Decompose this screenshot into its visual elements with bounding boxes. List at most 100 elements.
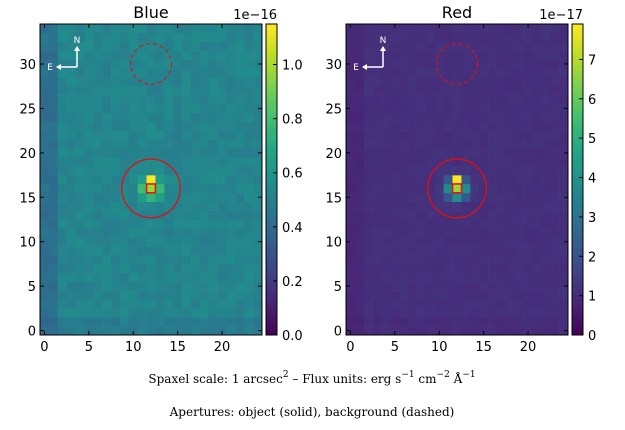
spaxel — [137, 59, 147, 69]
spaxel — [217, 219, 227, 229]
spaxel — [155, 24, 165, 34]
spaxel — [532, 299, 542, 309]
spaxel — [496, 130, 507, 140]
spaxel — [523, 183, 533, 194]
spaxel — [146, 255, 156, 265]
spaxel — [390, 237, 400, 247]
spaxel — [381, 317, 391, 327]
spaxel — [244, 86, 254, 96]
spaxel — [253, 68, 263, 78]
spaxel — [119, 77, 130, 87]
spaxel — [425, 263, 436, 274]
spaxel — [102, 103, 112, 114]
spaxel — [57, 290, 67, 300]
spaxel — [505, 201, 516, 211]
spaxel — [111, 157, 121, 167]
spaxel — [363, 121, 373, 131]
x-tick-label: 15 — [475, 340, 492, 355]
spaxel — [479, 41, 489, 51]
spaxel — [199, 237, 210, 247]
spaxel — [111, 201, 121, 211]
spaxel — [146, 237, 156, 247]
spaxel — [57, 219, 67, 229]
spaxel — [425, 317, 436, 327]
spaxel — [244, 112, 254, 123]
spaxel — [390, 130, 400, 140]
spaxel — [48, 112, 59, 123]
spaxel — [425, 228, 436, 238]
spaxel — [372, 237, 382, 247]
spaxel — [75, 148, 85, 158]
spaxel — [155, 50, 165, 60]
colorbar-segment — [572, 205, 583, 211]
spaxel — [496, 68, 507, 78]
spaxel — [66, 281, 76, 291]
colorbar-segment — [572, 106, 583, 113]
spaxel — [532, 50, 542, 60]
spaxel — [434, 175, 444, 185]
spaxel — [550, 77, 560, 87]
spaxel — [443, 24, 453, 34]
spaxel — [443, 192, 453, 203]
spaxel — [417, 157, 427, 167]
spaxel — [399, 192, 409, 203]
spaxel — [111, 290, 121, 300]
spaxel — [75, 50, 85, 60]
colorbar-segment — [572, 262, 583, 269]
spaxel — [190, 95, 201, 105]
object-aperture — [427, 158, 487, 219]
spaxel — [111, 166, 121, 176]
spaxel — [470, 166, 480, 176]
spaxel — [40, 41, 50, 51]
spaxel — [346, 50, 356, 60]
spaxel — [128, 139, 138, 149]
colorbar-segment — [266, 49, 277, 56]
spaxel — [75, 139, 85, 149]
spaxel — [461, 68, 471, 78]
spaxel — [66, 219, 76, 229]
spaxel — [354, 166, 365, 176]
spaxel — [550, 50, 560, 60]
spaxel — [470, 77, 480, 87]
spaxel — [111, 183, 121, 194]
colorbar-tick-label: 2 — [588, 250, 596, 265]
spaxel — [408, 308, 418, 318]
spaxel — [155, 326, 165, 336]
spaxel — [381, 263, 391, 274]
spaxel — [40, 228, 50, 238]
spaxel — [443, 121, 453, 131]
spaxel — [372, 32, 382, 43]
colorbar-segment — [266, 205, 277, 211]
spaxel — [57, 246, 67, 256]
spaxel — [93, 210, 103, 220]
spaxel — [505, 68, 516, 78]
spaxel — [182, 24, 192, 34]
spaxel — [253, 210, 263, 220]
spaxel — [532, 210, 542, 220]
spaxel — [155, 112, 165, 123]
spaxel — [417, 183, 427, 194]
spaxel — [119, 326, 130, 336]
spaxel — [111, 175, 121, 185]
spaxel — [226, 103, 236, 114]
spaxel — [408, 175, 418, 185]
spaxel — [363, 77, 373, 87]
spaxel — [217, 281, 227, 291]
spaxel — [354, 210, 365, 220]
spaxel — [199, 175, 210, 185]
spaxel — [84, 246, 94, 256]
spaxel — [434, 201, 444, 211]
spaxel — [217, 86, 227, 96]
spaxel — [226, 112, 236, 123]
spaxel — [408, 246, 418, 256]
spaxel — [399, 59, 409, 69]
spaxel — [425, 95, 436, 105]
spaxel — [479, 290, 489, 300]
spaxel — [75, 175, 85, 185]
spaxel — [48, 192, 59, 203]
colorbar-tick-label: 0.0 — [282, 329, 303, 344]
spaxel — [496, 103, 507, 114]
spaxel — [93, 121, 103, 131]
spaxel — [470, 210, 480, 220]
spaxel — [479, 24, 489, 34]
